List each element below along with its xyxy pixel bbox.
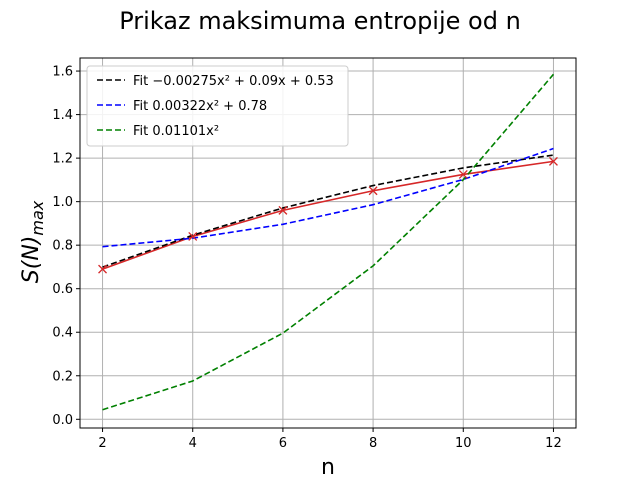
y-tick-label: 1.4 [52, 108, 73, 123]
data-point-marker [278, 205, 288, 215]
chart-title: Prikaz maksimuma entropije od n [119, 7, 521, 35]
x-tick-label: 4 [189, 436, 197, 451]
x-tick-label: 2 [98, 436, 106, 451]
marker-stroke [188, 232, 198, 241]
legend-label: Fit 0.00322x² + 0.78 [133, 99, 267, 114]
marker-stroke [458, 169, 468, 179]
marker-stroke [368, 186, 378, 196]
marker-stroke [548, 156, 558, 166]
data-point-marker [188, 232, 198, 241]
marker-stroke [278, 205, 288, 215]
data-point-marker [548, 156, 558, 166]
data-point-marker [458, 169, 468, 179]
series-layer [98, 73, 558, 411]
data-point-marker [98, 264, 108, 274]
fit-line-1 [102, 154, 554, 268]
plot-frame [79, 57, 577, 429]
x-tick-label: 6 [279, 436, 287, 451]
fit-line-2 [102, 147, 554, 248]
data-point-marker [368, 186, 378, 196]
y-tick-label: 0.2 [52, 369, 73, 384]
y-tick-label: 0.0 [52, 413, 73, 428]
x-tick-label: 8 [369, 436, 377, 451]
x-tick-label: 10 [455, 436, 472, 451]
x-tick-label: 12 [545, 436, 562, 451]
y-axis-label: S(N)max [19, 200, 47, 283]
legend-label: Fit 0.01101x² [133, 124, 219, 139]
axes-layer: 2 4 6 8 10 12 0.0 0.2 0.4 0.6 0.8 1.0 1.2 1.4 1.6 [52, 57, 577, 451]
legend: Fit −0.00275x² + 0.09x + 0.53 Fit 0.00322… [86, 65, 349, 147]
y-axis-label-text: S(N)max [19, 200, 47, 283]
y-tick-label: 1.2 [52, 152, 73, 167]
y-tick-label: 0.6 [52, 282, 73, 297]
marker-stroke [98, 264, 108, 274]
y-tick-label: 1.6 [52, 65, 73, 80]
x-axis-label: n [321, 455, 335, 480]
legend-frame [86, 65, 349, 147]
legend-label: Fit −0.00275x² + 0.09x + 0.53 [133, 74, 334, 89]
fit-line-3 [102, 73, 555, 411]
data-line [102, 160, 554, 270]
y-tick-label: 0.4 [52, 326, 73, 341]
y-tick-label: 1.0 [52, 195, 73, 210]
y-tick-label: 0.8 [52, 239, 73, 254]
